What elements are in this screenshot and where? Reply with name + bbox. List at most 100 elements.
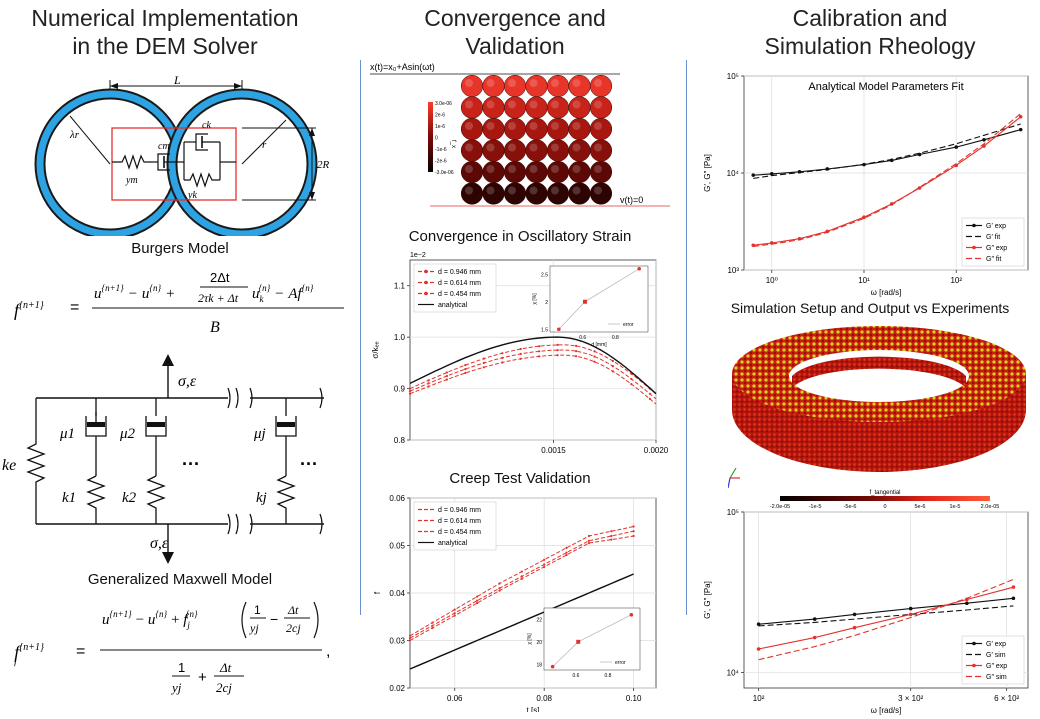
- series-marker: [611, 370, 614, 373]
- series-marker: [501, 361, 504, 364]
- legend-label: G″ sim: [986, 674, 1007, 681]
- particle-highlight: [529, 143, 538, 152]
- particle: [568, 117, 591, 141]
- particle-highlight: [465, 165, 473, 173]
- label-r: r: [262, 139, 267, 151]
- series-marker: [482, 366, 485, 369]
- series-marker: [812, 617, 817, 621]
- series-marker: [519, 352, 522, 355]
- inset-marker: [576, 639, 581, 644]
- left-title-line1: Numerical Implementation: [31, 5, 299, 31]
- tan-tick-label: -5e-6: [844, 504, 857, 510]
- particle: [460, 182, 484, 205]
- series-marker: [543, 563, 546, 566]
- label-lambda-r: λr: [69, 129, 80, 141]
- particle-highlight: [594, 143, 602, 152]
- series-marker: [498, 589, 501, 592]
- tan-tick-label: 2.0e-05: [981, 504, 1000, 510]
- fx-tick-label: 2e-6: [435, 113, 445, 119]
- series-marker: [520, 575, 523, 578]
- left-divider: [360, 60, 361, 615]
- particle-highlight: [551, 186, 559, 195]
- simulation-colorbar: f_tangential -2.0e-05 -1e-5 -5e-6 0 5e-6 1e-5…: [770, 490, 1000, 510]
- particle-highlight: [551, 165, 559, 173]
- y-multiplier: 1e−2: [410, 252, 426, 259]
- series-marker: [852, 612, 857, 617]
- particle: [482, 182, 505, 205]
- particle-highlight: [572, 79, 581, 87]
- series-marker: [852, 625, 857, 630]
- legend-marker: [972, 663, 976, 668]
- label-kj: kj: [256, 490, 267, 506]
- series-marker: [648, 397, 651, 400]
- particle-grid: [460, 74, 613, 205]
- fx-tick-label: -1e-6: [435, 147, 447, 153]
- inset-x-label: d [mm]: [591, 342, 607, 348]
- legend-marker: [972, 223, 976, 228]
- series-marker: [556, 349, 559, 352]
- svg-text:1: 1: [254, 603, 261, 617]
- particle: [525, 74, 548, 98]
- particle-highlight: [551, 79, 559, 87]
- svg-text:f{n+1}: f{n+1}: [14, 300, 44, 320]
- contact-box: [111, 127, 237, 201]
- particle: [546, 96, 570, 119]
- legend-label: d = 0.946 mm: [438, 507, 481, 514]
- particle-highlight: [486, 165, 495, 173]
- particle: [546, 74, 570, 98]
- fx-tick-label: -2e-6: [435, 159, 447, 165]
- legend-label: d = 0.614 mm: [438, 280, 481, 287]
- oscillatory-particle-packing: x(t)=x₀+Asin(ωt) v(t)=0 3.0e-06 2e-6 1e-6 0…: [370, 62, 670, 207]
- particle-highlight: [508, 186, 516, 195]
- y-axis-label: σ/kₑₑ: [371, 341, 380, 358]
- inset-marker: [637, 266, 641, 271]
- series-marker: [751, 173, 756, 177]
- inset-y-tick: 20: [536, 640, 542, 646]
- inset-x-tick: 0.6: [573, 673, 580, 679]
- particle-highlight: [486, 100, 495, 109]
- particle-highlight: [465, 79, 473, 87]
- particle-highlight: [572, 143, 581, 152]
- series-line: [409, 349, 657, 400]
- right-divider: [686, 60, 687, 615]
- series-marker: [464, 364, 467, 367]
- series-marker: [476, 595, 479, 598]
- series-marker: [431, 621, 434, 624]
- series-marker: [431, 626, 434, 630]
- series-marker: [565, 546, 568, 549]
- fx-tick-label: -3.0e-06: [435, 170, 454, 176]
- series-marker: [556, 343, 559, 346]
- series-marker: [445, 374, 448, 378]
- stress-top-label: σ,ε: [178, 373, 197, 390]
- series-marker: [408, 390, 412, 393]
- dots-2: ···: [300, 454, 318, 474]
- inset-y-label: χ [%]: [527, 633, 533, 645]
- series-marker: [501, 356, 504, 359]
- legend-marker: [424, 291, 428, 296]
- series-marker: [593, 350, 596, 353]
- creep-title: Creep Test Validation: [449, 470, 591, 487]
- oscillatory-title: Convergence in Oscillatory Strain: [408, 228, 632, 245]
- x-tick-label: 6 × 10²: [994, 694, 1019, 703]
- x-tick-label: 0.0015: [541, 446, 566, 455]
- x-axis-label: ω [rad/s]: [871, 706, 902, 715]
- series-marker: [610, 534, 613, 538]
- y-axis-label: G′, G″ [Pa]: [703, 581, 712, 619]
- series-line: [753, 116, 1022, 246]
- particle-highlight: [486, 79, 495, 87]
- inset-marker: [582, 299, 587, 304]
- label-k1: k1: [62, 490, 76, 506]
- sim-chart: 10² 3 × 10² 6 × 10² 10⁴ 10⁵ ω [rad/s] G′, G″ […: [703, 508, 1029, 715]
- series-marker: [543, 565, 546, 568]
- x-tick-label: 10⁰: [766, 276, 778, 285]
- particle-highlight: [486, 143, 495, 152]
- series-marker: [476, 602, 479, 605]
- series-line: [753, 129, 1021, 176]
- y-tick-label: 1.1: [394, 282, 406, 291]
- particle: [482, 117, 505, 141]
- left-title-line2: in the DEM Solver: [72, 33, 258, 59]
- middle-column-title: Convergence and Validation: [365, 4, 665, 60]
- y-axis-label: G′, G″ [Pa]: [703, 154, 712, 192]
- y-tick-label: 0.02: [389, 684, 405, 693]
- series-marker: [453, 612, 456, 615]
